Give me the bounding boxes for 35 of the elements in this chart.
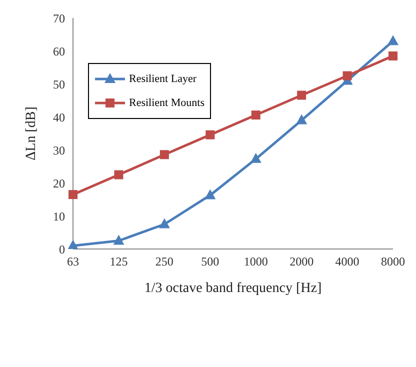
point	[204, 189, 216, 200]
x-tick-label: 2000	[290, 254, 314, 269]
point	[342, 71, 352, 80]
x-tick-label: 125	[110, 254, 128, 269]
y-tick-label: 10	[53, 209, 65, 224]
point	[206, 130, 215, 140]
y-tick-label: 40	[53, 110, 65, 124]
point	[114, 170, 124, 180]
y-tick-label: 30	[53, 143, 65, 158]
point	[388, 35, 398, 46]
y-tick-label: 60	[53, 44, 65, 58]
point	[68, 240, 78, 249]
y-tick-label: 50	[53, 77, 65, 92]
point	[250, 152, 262, 163]
x-tick-label: 250	[155, 254, 174, 269]
point	[158, 218, 170, 228]
y-tick-label: 20	[53, 176, 65, 190]
point	[251, 110, 260, 120]
point	[160, 150, 169, 160]
y-axis-title: ΔLn [dB]	[24, 106, 39, 160]
point	[113, 234, 124, 245]
point	[388, 51, 398, 60]
point	[297, 90, 306, 100]
x-axis-title: 1/3 octave band frequency [Hz]	[144, 281, 322, 296]
x-tick-label: 4000	[335, 254, 360, 269]
legend-label: Resilient Mounts	[129, 97, 204, 109]
x-tick-label: 63	[67, 254, 79, 269]
legend-label: Resilient Layer	[129, 73, 197, 85]
x-tick-label: 500	[201, 254, 220, 269]
point	[296, 114, 308, 124]
x-tick-label: 8000	[381, 254, 405, 269]
x-tick-label: 1000	[244, 254, 268, 269]
point	[68, 190, 78, 200]
y-tick-label: 70	[53, 11, 65, 26]
y-tick-label: 0	[59, 242, 65, 256]
